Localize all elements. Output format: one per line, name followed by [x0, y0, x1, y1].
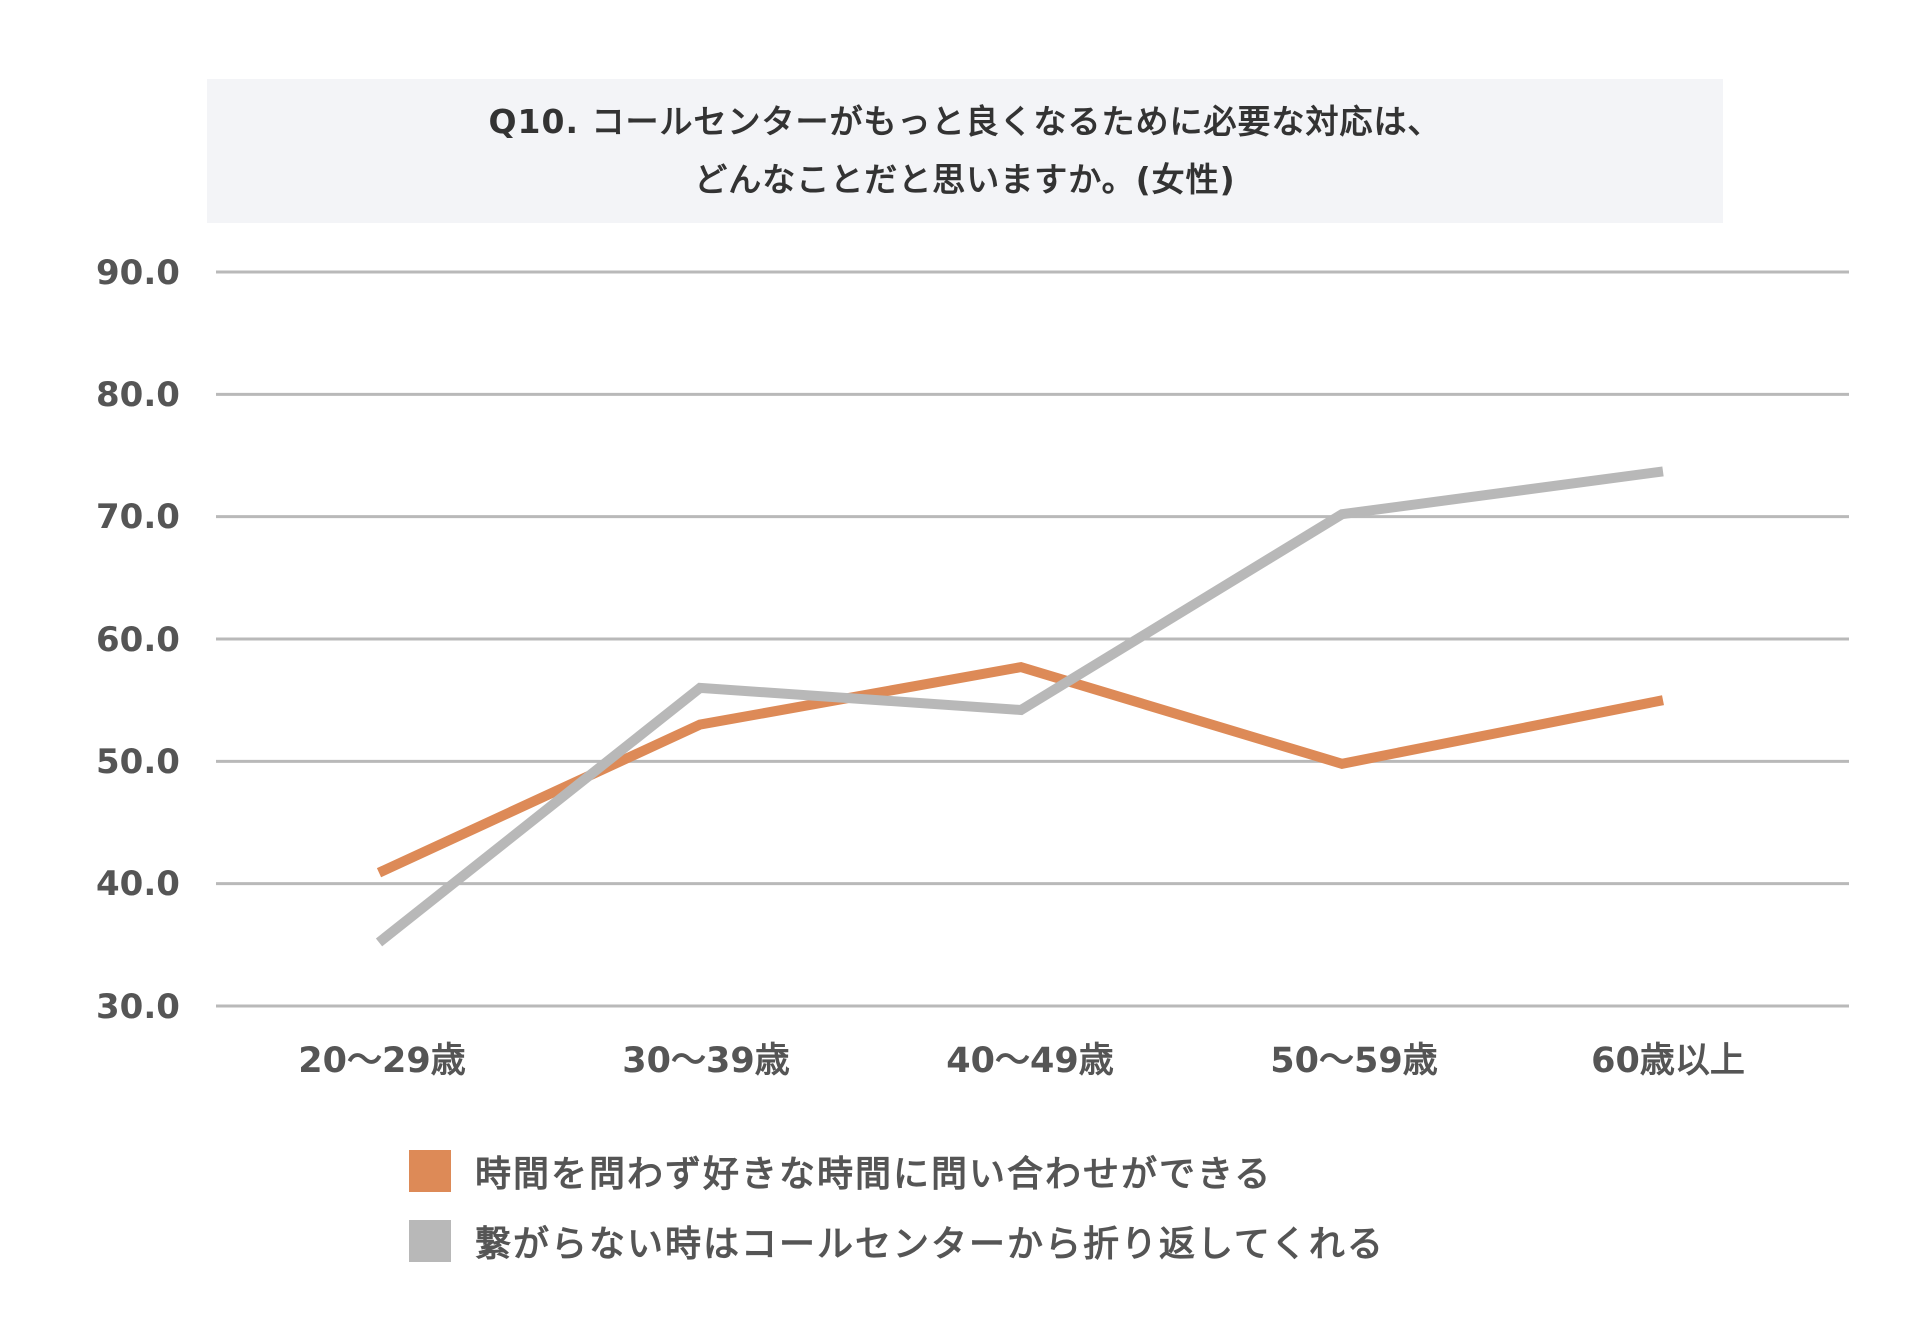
x-tick-label: 20〜29歳	[298, 1041, 466, 1081]
data-lines	[375, 466, 1664, 947]
x-tick-label: 40〜49歳	[946, 1041, 1114, 1081]
series-line-callback	[375, 466, 1664, 947]
y-tick-label: 30.0	[96, 987, 180, 1027]
chart-title-line-1: Q10. コールセンターがもっと良くなるために必要な対応は、	[488, 102, 1442, 141]
x-tick-label: 30〜39歳	[622, 1041, 790, 1081]
legend-label: 時間を問わず好きな時間に問い合わせができる	[475, 1154, 1273, 1195]
y-tick-label: 90.0	[96, 253, 180, 293]
x-tick-label: 50〜59歳	[1270, 1041, 1438, 1081]
chart-title-box: Q10. コールセンターがもっと良くなるために必要な対応は、 どんなことだと思い…	[207, 79, 1723, 223]
y-tick-label: 60.0	[96, 620, 180, 660]
y-tick-label: 40.0	[96, 864, 180, 904]
gridlines	[216, 270, 1849, 1008]
legend-label: 繋がらない時はコールセンターから折り返してくれる	[475, 1224, 1385, 1265]
y-tick-label: 80.0	[96, 375, 180, 415]
legend-swatch-orange	[409, 1150, 451, 1192]
y-tick-label: 70.0	[96, 497, 180, 537]
legend-item-callback: 繋がらない時はコールセンターから折り返してくれる	[409, 1215, 1385, 1267]
y-tick-label: 50.0	[96, 742, 180, 782]
series-line-anytime	[376, 661, 1664, 878]
legend-swatch-gray	[409, 1220, 451, 1262]
x-tick-label: 60歳以上	[1591, 1041, 1745, 1081]
legend-item-anytime: 時間を問わず好きな時間に問い合わせができる	[409, 1145, 1272, 1197]
chart-title-line-2: どんなことだと思いますか。(女性)	[694, 160, 1236, 199]
